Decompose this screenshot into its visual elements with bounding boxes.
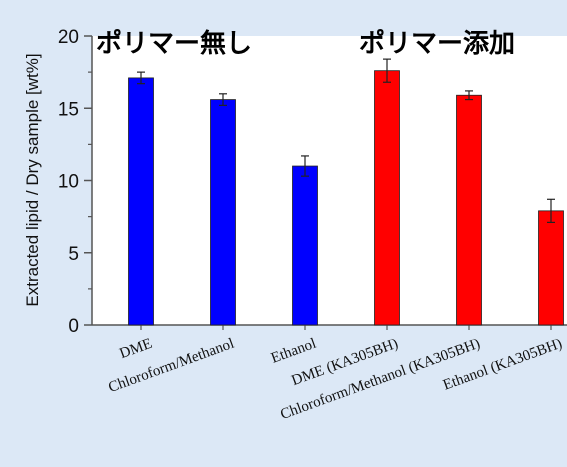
bar — [210, 99, 236, 326]
bar — [456, 94, 482, 326]
bar — [292, 165, 318, 326]
y-tick-label: 5 — [68, 244, 79, 265]
y-tick-label: 0 — [68, 316, 79, 337]
axes: 0 5 10 15 20 — [58, 27, 567, 337]
y-tick-label: 10 — [58, 172, 79, 193]
bar-series — [128, 58, 564, 326]
annotation-polymer-added: ポリマー添加 — [359, 28, 515, 59]
y-tick-label: 20 — [58, 27, 79, 48]
y-axis-label: Extracted lipid / Dry sample [wt%] — [23, 53, 42, 306]
bar — [538, 210, 564, 326]
plot-area — [92, 36, 567, 325]
bar — [128, 77, 154, 326]
bar — [374, 70, 400, 326]
y-tick-label: 15 — [58, 99, 79, 120]
annotation-no-polymer: ポリマー無し — [96, 28, 252, 59]
